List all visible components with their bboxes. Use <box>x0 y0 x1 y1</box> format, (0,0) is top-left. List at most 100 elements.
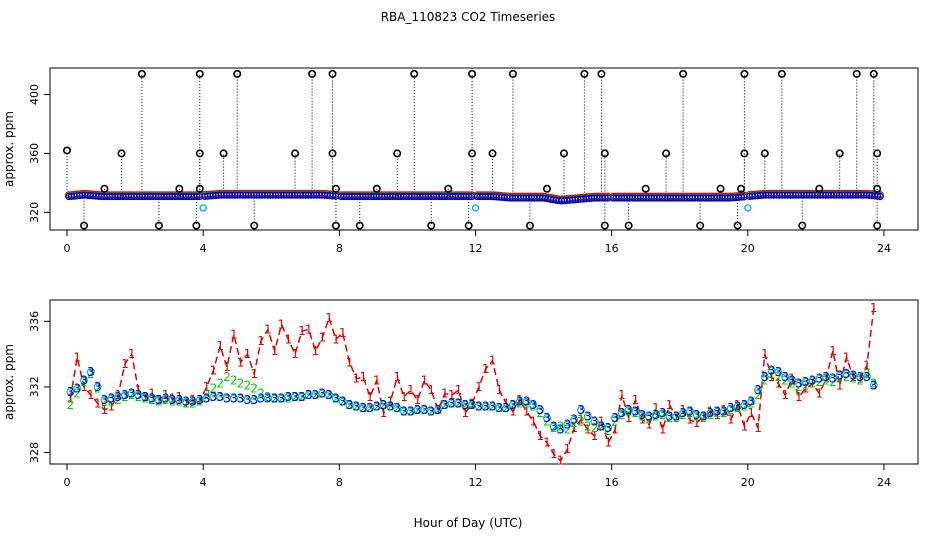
spike-point <box>233 69 242 78</box>
series-3-point: 3 <box>530 398 538 412</box>
series-1-point: 1 <box>802 382 810 396</box>
series-2-point: 2 <box>441 398 449 412</box>
series-3-point: 3 <box>788 373 796 387</box>
series-3-point: 3 <box>107 391 115 405</box>
bottom-y-tick-label: 332 <box>28 376 41 397</box>
series-3-point: 3 <box>482 400 490 414</box>
top-y-tick-label: 320 <box>28 202 41 223</box>
series-3-point: 3 <box>332 391 340 405</box>
top-x-tick-label: 12 <box>468 242 482 255</box>
series-3-point: 3 <box>700 409 708 423</box>
bottom-x-tick-label: 8 <box>336 476 343 489</box>
series-3-ring <box>570 415 579 424</box>
series-3-ring <box>536 405 545 414</box>
series-2-point: 2 <box>284 391 292 405</box>
spike-point <box>372 184 381 193</box>
series-3-ring <box>549 422 558 431</box>
series-3-point: 3 <box>564 418 572 432</box>
spike-point <box>869 69 878 78</box>
series-3-point: 3 <box>421 403 429 417</box>
series-3-point: 3 <box>94 380 102 394</box>
spike-point <box>195 149 204 158</box>
bottom-x-tick-label: 24 <box>877 476 891 489</box>
series-3-ring <box>325 391 334 400</box>
series-3-point: 3 <box>775 365 783 379</box>
series-1-point: 1 <box>516 393 524 407</box>
series-2-point: 2 <box>550 421 558 435</box>
spike-point <box>600 149 609 158</box>
series-3-point: 3 <box>502 401 510 415</box>
series-3-point: 3 <box>591 414 599 428</box>
series-3-ring <box>672 412 681 421</box>
top-axes: 0 4 8 12 16 20 24 320 360 400 <box>28 84 891 255</box>
series-3-point: 3 <box>829 372 837 386</box>
series-1-point: 1 <box>353 372 361 386</box>
series-1-point: 1 <box>761 347 769 361</box>
series-3-point: 3 <box>244 393 252 407</box>
series-2-point: 2 <box>455 396 463 410</box>
series-3-ring <box>93 382 102 391</box>
series-2-point: 2 <box>80 375 88 389</box>
baseline-point-series3 <box>601 194 609 202</box>
series-1-point: 1 <box>863 359 871 373</box>
series-1-point: 1 <box>870 301 878 315</box>
series-2-point: 2 <box>421 403 429 417</box>
series-3-point: 3 <box>863 370 871 384</box>
spike-point <box>393 149 402 158</box>
series-3-point: 3 <box>325 388 333 402</box>
top-x-tick-label: 0 <box>64 242 71 255</box>
series-3-ring <box>508 400 517 409</box>
series-3-point: 3 <box>257 391 265 405</box>
series-3-point: 3 <box>720 405 728 419</box>
series-2-point: 2 <box>305 388 313 402</box>
spike-point <box>331 184 340 193</box>
series-1-point: 1 <box>509 405 517 419</box>
series-3-point: 3 <box>781 370 789 384</box>
series-2-point: 2 <box>584 419 592 433</box>
series-1-point: 1 <box>781 388 789 402</box>
series-2-point: 2 <box>468 398 476 412</box>
series-1-point: 1 <box>482 362 490 376</box>
series-2-point: 2 <box>679 408 687 422</box>
series-3-point: 3 <box>203 391 211 405</box>
top-plot-frame <box>49 67 919 231</box>
series-2-point: 2 <box>577 414 585 428</box>
series-3-point: 3 <box>577 403 585 417</box>
series-1-point: 1 <box>461 406 469 420</box>
series-1-point: 1 <box>686 413 694 427</box>
series-1-point: 1 <box>278 318 286 332</box>
series-2-point: 2 <box>693 409 701 423</box>
series-1-point: 1 <box>107 400 115 414</box>
series-1-point: 1 <box>843 350 851 364</box>
series-1-point: 1 <box>673 409 681 423</box>
series-3-point: 3 <box>312 388 320 402</box>
series-1-point: 1 <box>604 436 612 450</box>
series-1-point: 1 <box>407 383 415 397</box>
series-3-point: 3 <box>489 400 497 414</box>
series-1-point: 1 <box>645 418 653 432</box>
series-3-point: 3 <box>625 403 633 417</box>
spike-point <box>63 146 72 155</box>
series-2-point: 2 <box>230 373 238 387</box>
series-3-point: 3 <box>373 400 381 414</box>
series-3-point: 3 <box>128 386 136 400</box>
top-spike-points <box>63 69 882 230</box>
series-2-point: 2 <box>618 408 626 422</box>
spike-point <box>679 69 688 78</box>
series-3-point: 3 <box>543 411 551 425</box>
series-2-point: 2 <box>495 401 503 415</box>
series-1-point: 1 <box>618 388 626 402</box>
series-3-point: 3 <box>768 364 776 378</box>
series-2-point: 2 <box>434 403 442 417</box>
series-3-point: 3 <box>67 385 75 399</box>
series-3-ring <box>862 373 871 382</box>
baseline-point-series3 <box>873 192 882 200</box>
series-1-point: 1 <box>373 373 381 387</box>
series-2-point: 2 <box>94 382 102 396</box>
series-1-point: 1 <box>196 395 204 409</box>
series-3-ring <box>747 397 756 406</box>
series-3-point: 3 <box>346 398 354 412</box>
series-3-ring <box>529 400 538 409</box>
series-2-point: 2 <box>216 377 224 391</box>
